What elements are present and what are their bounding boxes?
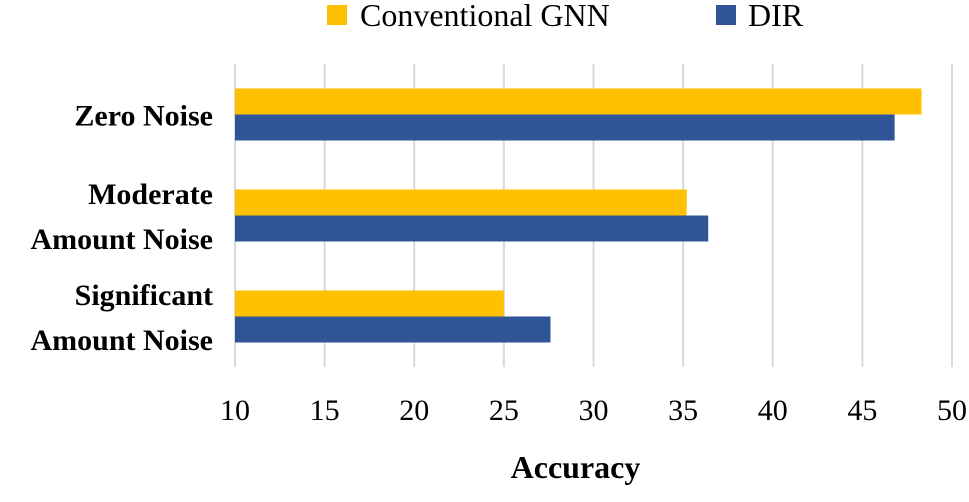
- legend-label: DIR: [748, 0, 804, 33]
- x-tick-label: 50: [937, 394, 967, 427]
- x-tick-label: 45: [847, 394, 877, 427]
- category-label: Moderate: [88, 178, 213, 211]
- bars: [235, 88, 922, 343]
- x-tick-label: 15: [310, 394, 340, 427]
- bar-conventional-gnn: [235, 88, 922, 115]
- legend-swatch: [327, 5, 347, 25]
- category-label: Amount Noise: [30, 223, 213, 256]
- legend-swatch: [716, 5, 736, 25]
- category-label: Significant: [75, 279, 213, 312]
- x-tick-label: 30: [579, 394, 609, 427]
- bar-conventional-gnn: [235, 189, 687, 216]
- bar-dir: [235, 215, 709, 242]
- category-label: Zero Noise: [74, 100, 213, 133]
- legend: Conventional GNN DIR: [327, 0, 804, 33]
- x-tick-label: 10: [220, 394, 250, 427]
- bar-dir: [235, 316, 551, 343]
- x-tick-label: 35: [668, 394, 698, 427]
- bar-conventional-gnn: [235, 290, 504, 317]
- x-tick-label: 20: [399, 394, 429, 427]
- category-labels: Zero Noise Moderate Amount Noise Significan…: [30, 100, 213, 358]
- x-tick-label: 40: [758, 394, 788, 427]
- bar-dir: [235, 114, 895, 141]
- x-tick-label: 25: [489, 394, 519, 427]
- category-label: Amount Noise: [30, 324, 213, 357]
- x-axis-title: Accuracy: [511, 449, 641, 485]
- legend-label: Conventional GNN: [360, 0, 610, 33]
- x-tick-labels: 10 15 20 25 30 35 40 45 50: [220, 394, 967, 427]
